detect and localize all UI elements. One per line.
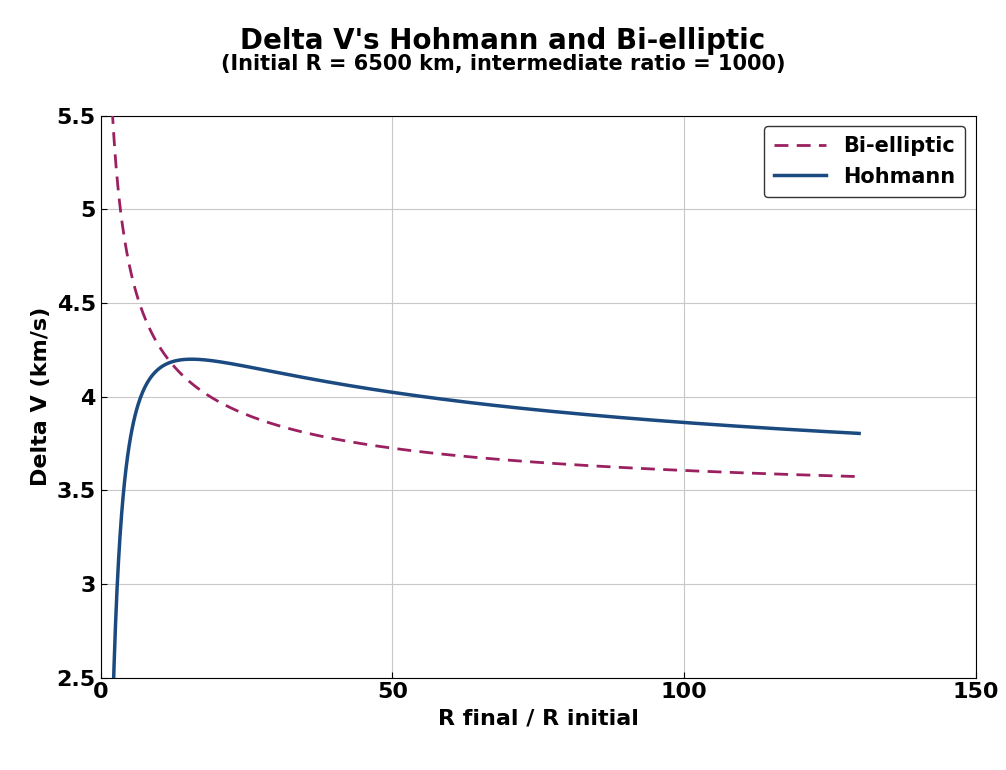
Bi-elliptic <box>687 467 699 476</box>
Legend: Bi-elliptic, Hohmann: Bi-elliptic, Hohmann <box>764 126 966 197</box>
Bi-elliptic <box>618 463 630 472</box>
Hohmann <box>688 419 700 428</box>
Bi-elliptic <box>177 371 189 380</box>
Bi-elliptic <box>701 467 713 476</box>
Text: Delta V's Hohmann and Bi-elliptic: Delta V's Hohmann and Bi-elliptic <box>240 27 766 55</box>
Hohmann <box>405 390 417 400</box>
Hohmann <box>853 429 865 438</box>
Hohmann <box>185 354 197 363</box>
Y-axis label: Delta V (km/s): Delta V (km/s) <box>31 307 51 486</box>
Hohmann <box>701 420 713 429</box>
Bi-elliptic <box>853 472 865 481</box>
Bi-elliptic <box>432 449 444 458</box>
Hohmann <box>433 394 445 403</box>
Hohmann <box>177 355 189 364</box>
Line: Bi-elliptic: Bi-elliptic <box>107 0 859 477</box>
Bi-elliptic <box>404 446 416 455</box>
X-axis label: R final / R initial: R final / R initial <box>438 708 639 728</box>
Line: Hohmann: Hohmann <box>107 359 859 770</box>
Text: (Initial R = 6500 km, intermediate ratio = 1000): (Initial R = 6500 km, intermediate ratio… <box>220 54 786 74</box>
Hohmann <box>618 413 630 423</box>
